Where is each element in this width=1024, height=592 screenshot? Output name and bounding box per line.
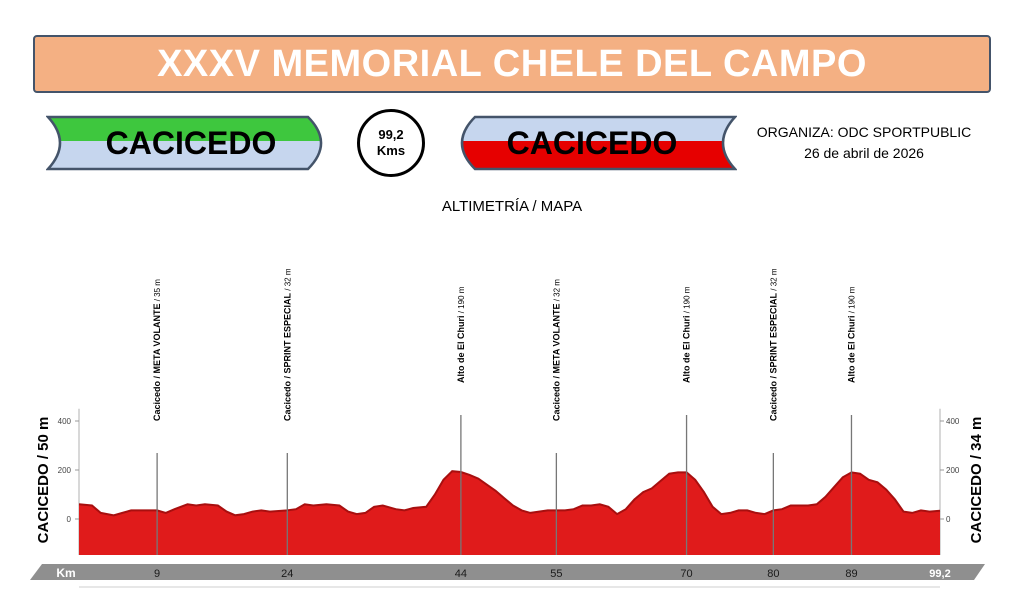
section-subtitle: ALTIMETRÍA / MAPA <box>441 198 583 215</box>
km-tick-label: 89 <box>845 568 857 580</box>
km-tick-label: 99,2 <box>929 568 950 580</box>
race-title: XXXV MEMORIAL CHELE DEL CAMPO <box>157 42 867 85</box>
marker-label: Cacicedo / SPRINT ESPECIAL / 32 m <box>768 268 778 421</box>
marker-elevation: / 190 m <box>683 286 692 315</box>
elevation-profile-chart: 0 0 200 200 400 400 Cacicedo / META VOLANTE /… <box>30 268 985 588</box>
race-date: 26 de abril de 2026 <box>804 145 924 161</box>
km-tick-label: 80 <box>767 568 779 580</box>
marker-elevation: / 32 m <box>283 268 292 293</box>
marker-label: Cacicedo / META VOLANTE / 32 m <box>551 279 561 421</box>
finish-badge-shape <box>460 115 737 171</box>
start-badge-shape <box>46 115 323 171</box>
organizer-line: ORGANIZA: ODC SPORTPUBLIC <box>756 124 972 140</box>
distance-unit: Kms <box>376 143 406 158</box>
finish-name: CACICEDO <box>506 124 678 161</box>
y-tick-label: 400 <box>58 417 72 426</box>
marker-elevation: / 32 m <box>552 279 561 304</box>
km-tick-label: 70 <box>680 568 692 580</box>
title-banner: XXXV MEMORIAL CHELE DEL CAMPO <box>33 35 991 93</box>
finish-elevation-label: CACICEDO / 34 m <box>968 417 985 544</box>
km-tick-label: 9 <box>154 568 160 580</box>
organizer-info: ORGANIZA: ODC SPORTPUBLIC 26 de abril de… <box>748 122 980 164</box>
marker-label: Alto de El Churi / 190 m <box>846 286 856 383</box>
marker-elevation: / 35 m <box>153 279 162 304</box>
y-tick-label: 200 <box>946 466 960 475</box>
y-tick-label: 200 <box>58 466 72 475</box>
marker-elevation: / 32 m <box>769 268 778 293</box>
distance-value: 99,2 <box>378 127 404 142</box>
y-tick-label: 0 <box>67 515 72 524</box>
elevation-area <box>79 471 940 555</box>
start-badge: CACICEDO <box>46 115 336 171</box>
km-tick-label: 44 <box>455 568 467 580</box>
km-axis-label: Km <box>56 566 75 580</box>
marker-label: Cacicedo / SPRINT ESPECIAL / 32 m <box>282 268 292 421</box>
marker-label: Cacicedo / META VOLANTE / 35 m <box>152 279 162 421</box>
elevation-line <box>78 470 941 517</box>
marker-label: Alto de El Churi / 190 m <box>682 286 692 383</box>
finish-badge: CACICEDO <box>447 115 737 171</box>
km-tick-label: 24 <box>281 568 293 580</box>
marker-elevation: / 190 m <box>847 286 856 315</box>
marker-elevation: / 190 m <box>457 286 466 315</box>
marker-label: Alto de El Churi / 190 m <box>456 286 466 383</box>
y-tick-label: 0 <box>946 515 951 524</box>
km-axis-bar <box>30 564 985 580</box>
y-tick-label: 400 <box>946 417 960 426</box>
distance-badge: 99,2 Kms <box>357 109 425 177</box>
km-tick-label: 55 <box>550 568 562 580</box>
start-name: CACICEDO <box>105 124 277 161</box>
start-elevation-label: CACICEDO / 50 m <box>35 417 52 544</box>
